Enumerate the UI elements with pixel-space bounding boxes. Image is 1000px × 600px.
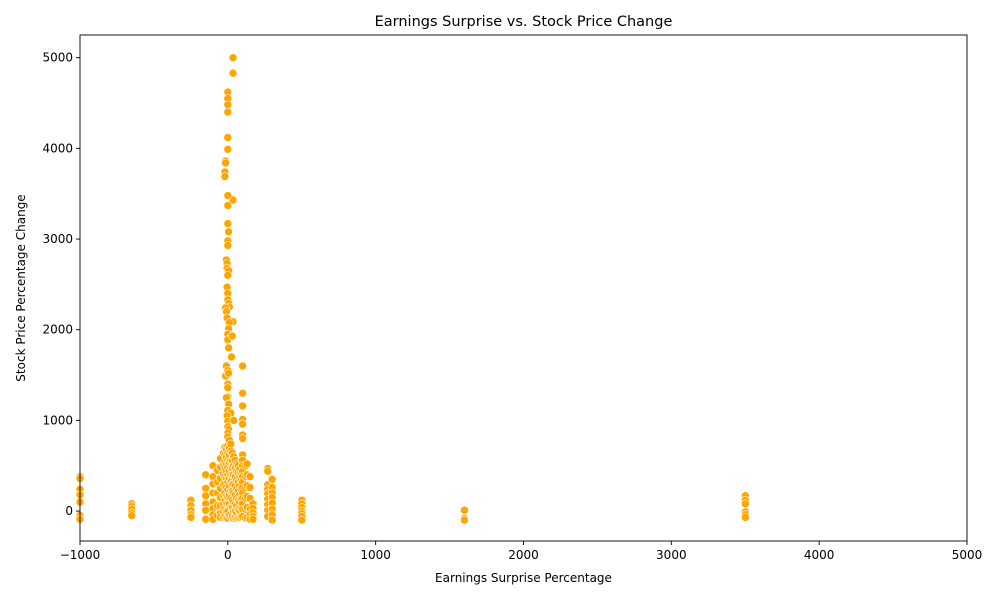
data-point [238,434,247,443]
x-tick-label: −1000 [60,548,101,562]
x-tick-label: 3000 [656,548,687,562]
data-point [127,511,136,520]
x-tick-label: 5000 [952,548,983,562]
data-point [460,505,469,515]
x-axis-label: Earnings Surprise Percentage [435,571,612,585]
x-axis: −1000 0 1000 2000 3000 4000 5000 [60,541,983,562]
data-point [263,466,273,476]
data-point [223,100,233,110]
data-point [238,419,247,429]
data-point [223,191,233,200]
y-tick-label: 0 [65,504,73,518]
data-point [228,68,238,78]
data-point [248,514,258,524]
data-point [238,401,247,411]
data-point [228,331,237,341]
data-point [223,133,233,142]
data-point [186,513,196,522]
data-point [223,107,233,117]
data-point [227,352,236,362]
data-point [201,484,210,493]
points-layer [75,53,750,525]
data-point [245,472,255,481]
data-point [242,459,252,469]
y-axis-label: Stock Price Percentage Change [14,194,28,381]
data-point [224,368,233,378]
data-point [224,227,233,237]
y-tick-label: 4000 [42,141,73,155]
data-point [223,219,233,228]
data-point [226,439,236,449]
y-axis: 0 1000 2000 3000 4000 5000 [42,51,80,518]
data-point [238,388,247,398]
data-point [740,499,750,509]
y-tick-label: 2000 [42,323,73,337]
data-point [201,491,210,501]
data-point [223,383,233,393]
x-tick-label: 2000 [508,548,539,562]
data-point [223,145,233,154]
data-point [297,515,307,525]
data-point [740,513,750,522]
y-tick-label: 5000 [42,51,73,65]
chart-title: Earnings Surprise vs. Stock Price Change [375,14,673,30]
x-tick-label: 4000 [804,548,835,562]
data-point [245,483,255,492]
data-point [228,53,238,63]
data-point [224,343,233,353]
data-point [221,158,230,168]
data-point [201,470,210,480]
x-tick-label: 0 [224,548,232,562]
data-point [223,270,233,280]
data-point [201,505,210,515]
data-point [460,515,469,525]
x-tick-label: 1000 [360,548,391,562]
data-point [223,201,233,210]
y-tick-label: 3000 [42,232,73,246]
data-point [223,241,233,250]
data-point [201,514,210,524]
data-point [220,172,230,181]
data-point [229,416,238,425]
data-point [267,474,277,484]
data-point [238,361,247,371]
y-tick-label: 1000 [42,413,73,427]
data-point [267,515,277,525]
